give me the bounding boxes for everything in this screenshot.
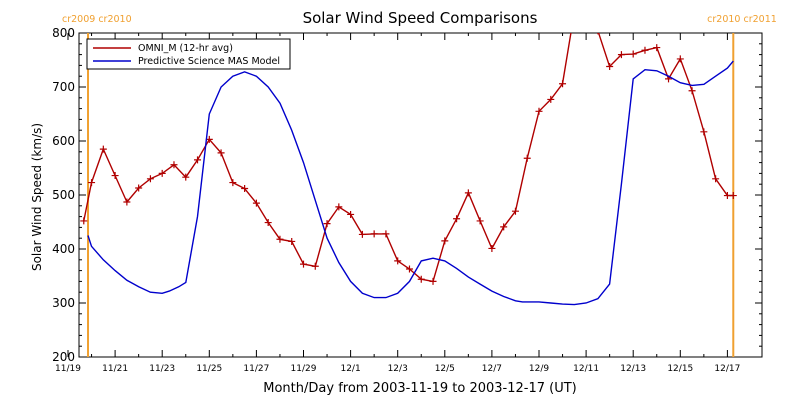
legend-box <box>86 38 291 70</box>
y-tick-label: 500 <box>52 188 75 202</box>
data-point <box>729 192 737 200</box>
x-tick-label: 12/5 <box>435 364 455 374</box>
x-tick-label: 12/13 <box>620 364 646 374</box>
data-point <box>264 219 272 227</box>
carrington-marker-label: cr2010 cr2011 <box>707 14 777 25</box>
y-tick-label: 800 <box>52 26 75 40</box>
data-point <box>311 262 319 270</box>
data-point <box>135 184 143 192</box>
y-tick-label: 400 <box>52 242 75 256</box>
data-point <box>80 217 88 225</box>
legend-label-omni: OMNI_M (12-hr avg) <box>138 43 233 54</box>
x-tick-label: 11/29 <box>291 364 317 374</box>
y-tick-label: 300 <box>52 296 75 310</box>
data-point <box>358 230 366 238</box>
data-point <box>405 265 413 273</box>
data-point <box>276 235 284 243</box>
data-point <box>547 95 555 103</box>
data-point <box>511 207 519 215</box>
data-point <box>158 169 166 177</box>
data-point <box>453 215 461 223</box>
data-point <box>417 275 425 283</box>
data-point <box>606 62 614 70</box>
x-axis-ticks: 11/19 11/21 11/23 11/25 11/27 11/29 12/1 12/3 12… <box>55 33 740 374</box>
y-tick-label: 200 <box>52 350 75 364</box>
x-tick-label: 11/25 <box>196 364 222 374</box>
data-point <box>723 192 731 200</box>
data-point <box>571 9 578 16</box>
data-point <box>370 230 378 238</box>
x-tick-label: 12/11 <box>573 364 599 374</box>
chart-title: Solar Wind Speed Comparisons <box>303 9 538 27</box>
series-omni <box>80 9 737 285</box>
data-point <box>217 149 225 157</box>
plot-frame <box>78 32 763 358</box>
data-point <box>700 128 708 136</box>
data-point <box>535 107 543 115</box>
data-point <box>146 175 154 183</box>
x-tick-label: 12/15 <box>667 364 693 374</box>
y-tick-label: 600 <box>52 134 75 148</box>
data-point <box>111 172 119 180</box>
data-point <box>229 179 237 187</box>
data-point <box>523 154 531 162</box>
series-line <box>87 60 734 306</box>
data-point <box>394 257 402 265</box>
x-tick-label: 11/19 <box>55 364 81 374</box>
data-point <box>194 156 202 164</box>
data-point <box>382 230 390 238</box>
data-point <box>241 185 249 193</box>
legend: OMNI_M (12-hr avg) Predictive Science MA… <box>86 38 291 70</box>
x-tick-label: 11/27 <box>243 364 269 374</box>
y-axis-label: Solar Wind Speed (km/s) <box>30 123 44 271</box>
data-point <box>288 237 296 245</box>
data-point <box>597 33 599 35</box>
data-point <box>641 46 649 54</box>
data-point <box>476 217 484 225</box>
data-point <box>583 18 590 25</box>
data-point <box>99 145 107 153</box>
data-point <box>182 173 190 181</box>
data-point <box>712 175 720 183</box>
data-point <box>300 260 307 268</box>
carrington-marker-label: cr2009 cr2010 <box>62 14 132 25</box>
data-point <box>441 237 449 245</box>
data-point <box>323 220 331 228</box>
data-point <box>335 203 343 211</box>
x-tick-label: 12/17 <box>714 364 740 374</box>
data-point <box>429 277 437 285</box>
data-point <box>347 210 355 218</box>
x-tick-label: 11/21 <box>102 364 128 374</box>
data-point <box>123 198 131 206</box>
data-point <box>676 55 684 63</box>
x-tick-label: 11/23 <box>149 364 175 374</box>
data-point <box>500 223 508 231</box>
data-point <box>88 179 96 187</box>
x-tick-label: 12/7 <box>482 364 502 374</box>
data-point <box>617 51 625 59</box>
x-tick-label: 12/3 <box>388 364 408 374</box>
legend-label-mas: Predictive Science MAS Model <box>138 56 280 67</box>
series-layer <box>80 9 737 306</box>
y-axis-ticks: 200 300 400 500 600 700 800 <box>52 26 762 364</box>
series-mas <box>87 60 734 306</box>
x-tick-label: 12/1 <box>340 364 360 374</box>
data-point <box>488 244 496 252</box>
data-point <box>559 80 567 88</box>
data-point <box>252 199 260 207</box>
x-tick-label: 12/9 <box>529 364 549 374</box>
data-point <box>688 87 696 95</box>
data-point <box>653 44 661 52</box>
data-point <box>629 50 637 58</box>
y-tick-label: 700 <box>52 80 75 94</box>
data-point <box>464 189 472 197</box>
x-axis-label: Month/Day from 2003-11-19 to 2003-12-17 … <box>263 381 576 396</box>
data-point <box>170 161 178 169</box>
